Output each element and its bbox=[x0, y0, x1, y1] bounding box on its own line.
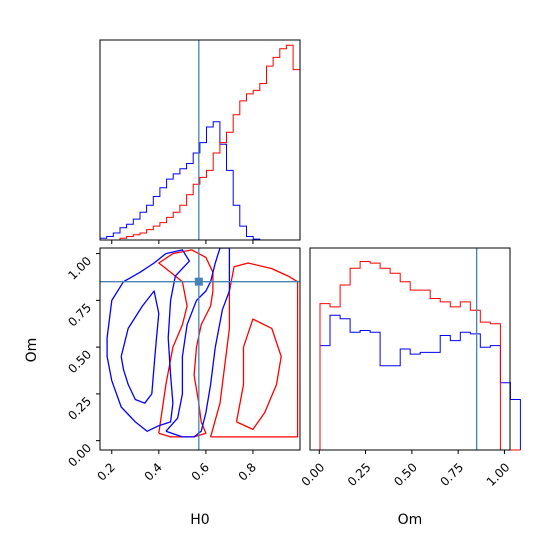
blue-om-histogram bbox=[310, 314, 521, 451]
om-axis-label: Om bbox=[398, 512, 423, 528]
red-contour-2 bbox=[235, 318, 282, 431]
om-tick-label-4: 1.00 bbox=[484, 460, 513, 489]
blue-h0-histogram bbox=[99, 121, 300, 241]
om-tick-label-3: 0.75 bbox=[437, 460, 466, 489]
om-left-tick-label-4: 1.00 bbox=[65, 254, 94, 283]
blue-contour-1 bbox=[120, 290, 160, 404]
contour-layer bbox=[106, 248, 299, 438]
om-hist-frame bbox=[309, 247, 511, 451]
om-y-axis-label: Om bbox=[24, 338, 40, 363]
h0-tick-label-3: 0.8 bbox=[236, 460, 259, 483]
om-left-tick-label-1: 0.25 bbox=[65, 394, 94, 423]
om-tick-label-0: 0.00 bbox=[299, 460, 328, 489]
om-histogram-panel: 0.00 0.25 0.50 0.75 1.00 bbox=[299, 247, 521, 489]
om-tick-label-1: 0.25 bbox=[345, 460, 374, 489]
truth-marker bbox=[194, 277, 203, 286]
contour-frame bbox=[99, 247, 301, 451]
om-left-tick-label-3: 0.75 bbox=[65, 301, 94, 330]
h0-histogram-panel bbox=[99, 39, 301, 244]
h0-om-contour-panel: 0.2 0.4 0.6 0.8 0.00 0.25 0.50 0.75 1.00 bbox=[65, 247, 301, 484]
om-left-tick-label-2: 0.50 bbox=[65, 347, 94, 376]
red-contour-1 bbox=[209, 262, 299, 438]
h0-tick-label-1: 0.4 bbox=[142, 460, 165, 483]
blue-contour-0 bbox=[106, 249, 191, 432]
red-contour-0 bbox=[158, 249, 214, 438]
red-h0-histogram bbox=[100, 44, 300, 241]
blue-contour-2 bbox=[165, 248, 231, 438]
red-om-histogram bbox=[310, 261, 521, 451]
h0-tick-label-2: 0.6 bbox=[189, 460, 212, 483]
h0-hist-frame bbox=[99, 39, 301, 241]
h0-axis-label: H0 bbox=[190, 512, 209, 528]
om-tick-label-2: 0.50 bbox=[391, 460, 420, 489]
om-left-tick-label-0: 0.00 bbox=[65, 441, 94, 470]
h0-tick-label-0: 0.2 bbox=[94, 460, 117, 483]
